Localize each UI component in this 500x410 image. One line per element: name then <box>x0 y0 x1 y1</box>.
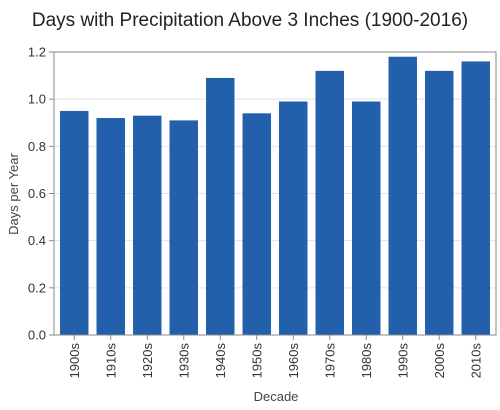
x-tick-label: 1930s <box>176 343 191 379</box>
x-tick-label: 1960s <box>286 343 301 379</box>
bar-1950s <box>242 113 271 335</box>
bar-1970s <box>315 70 344 335</box>
bar-2000s <box>425 70 454 335</box>
bar-1940s <box>206 77 235 336</box>
bar-2010s <box>461 61 490 335</box>
bar-1920s <box>133 115 162 335</box>
x-axis-ticks: 1900s 1910s 1920s 1930s 1940s 1950s 1960s 1970s… <box>67 335 483 379</box>
y-tick-label: 0.4 <box>28 233 46 248</box>
x-tick-label: 2000s <box>432 343 447 379</box>
x-tick-label: 1910s <box>103 343 118 379</box>
bar-1910s <box>96 118 125 336</box>
bar-1980s <box>352 101 381 336</box>
bar-1930s <box>169 120 198 336</box>
x-tick-label: 2010s <box>468 343 483 379</box>
x-tick-label: 1920s <box>140 343 155 379</box>
y-tick-label: 0.2 <box>28 280 46 295</box>
y-axis-ticks: 0.0 0.2 0.4 0.6 0.8 1.0 1.2 <box>28 45 54 343</box>
x-tick-label: 1990s <box>395 343 410 379</box>
chart-title: Days with Precipitation Above 3 Inches (… <box>32 10 468 31</box>
y-tick-label: 0.8 <box>28 139 46 154</box>
y-tick-label: 0.0 <box>28 328 46 343</box>
bars <box>60 56 490 336</box>
bar-1900s <box>60 110 89 335</box>
x-tick-label: 1900s <box>67 343 82 379</box>
x-tick-label: 1970s <box>322 343 337 379</box>
bar-1990s <box>388 56 417 335</box>
y-axis-label: Days per Year <box>6 153 21 235</box>
x-tick-label: 1980s <box>359 343 374 379</box>
bar-1960s <box>279 101 308 336</box>
x-tick-label: 1940s <box>213 343 228 379</box>
y-tick-label: 0.6 <box>28 186 46 201</box>
x-axis-label: Decade <box>254 389 299 404</box>
x-tick-label: 1950s <box>249 343 264 379</box>
y-tick-label: 1.2 <box>28 45 46 60</box>
grid-lines <box>54 98 496 289</box>
y-tick-label: 1.0 <box>28 92 46 107</box>
